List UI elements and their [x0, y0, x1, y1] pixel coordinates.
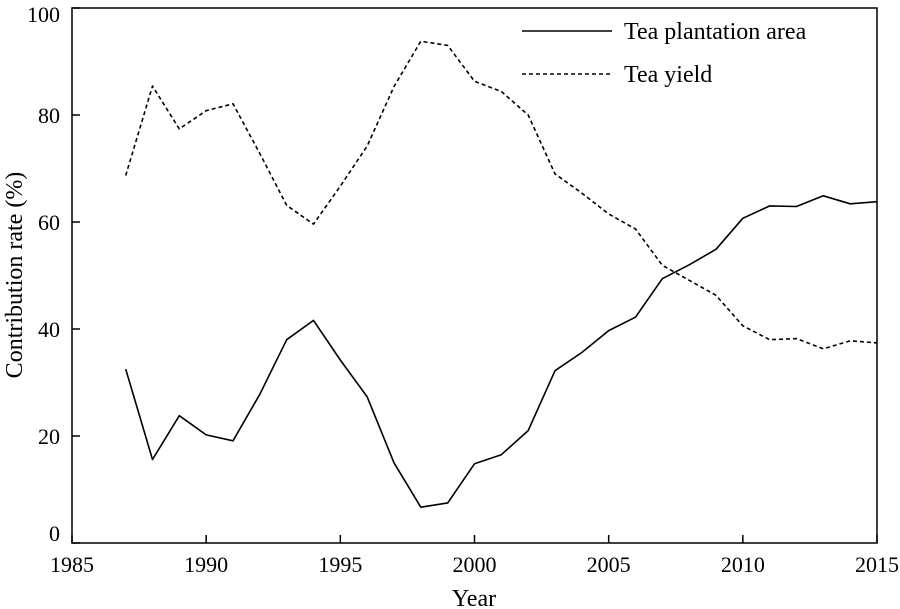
y-tick-label: 80	[38, 103, 60, 128]
x-tick-label: 2005	[587, 552, 631, 577]
x-tick-label: 1995	[318, 552, 362, 577]
series-layer	[124, 40, 878, 509]
y-axis: 0 20 40 60 80 100	[27, 2, 80, 546]
y-axis-title: Contribution rate (%)	[2, 172, 28, 379]
x-tick-label: 1990	[184, 552, 228, 577]
y-tick-label: 60	[38, 210, 60, 235]
x-tick-label: 2015	[855, 552, 899, 577]
legend-label: Tea plantation area	[624, 19, 807, 45]
x-axis-title: Year	[452, 586, 496, 609]
x-tick-label: 2000	[453, 552, 497, 577]
y-tick-label: 40	[38, 317, 60, 342]
x-tick-label: 1985	[50, 552, 94, 577]
x-axis: 1985 1990 1995 2000 2005 2010 2015	[50, 535, 899, 577]
series-line-tea-plantation-area	[124, 195, 878, 509]
y-tick-label: 20	[38, 424, 60, 449]
y-tick-label: 0	[49, 521, 60, 546]
legend: Tea plantation area Tea yield	[522, 19, 807, 88]
legend-label: Tea yield	[624, 62, 712, 88]
plot-frame	[71, 7, 878, 544]
series-line-tea-yield	[124, 40, 878, 350]
x-tick-label: 2010	[721, 552, 765, 577]
y-tick-label: 100	[27, 2, 60, 27]
